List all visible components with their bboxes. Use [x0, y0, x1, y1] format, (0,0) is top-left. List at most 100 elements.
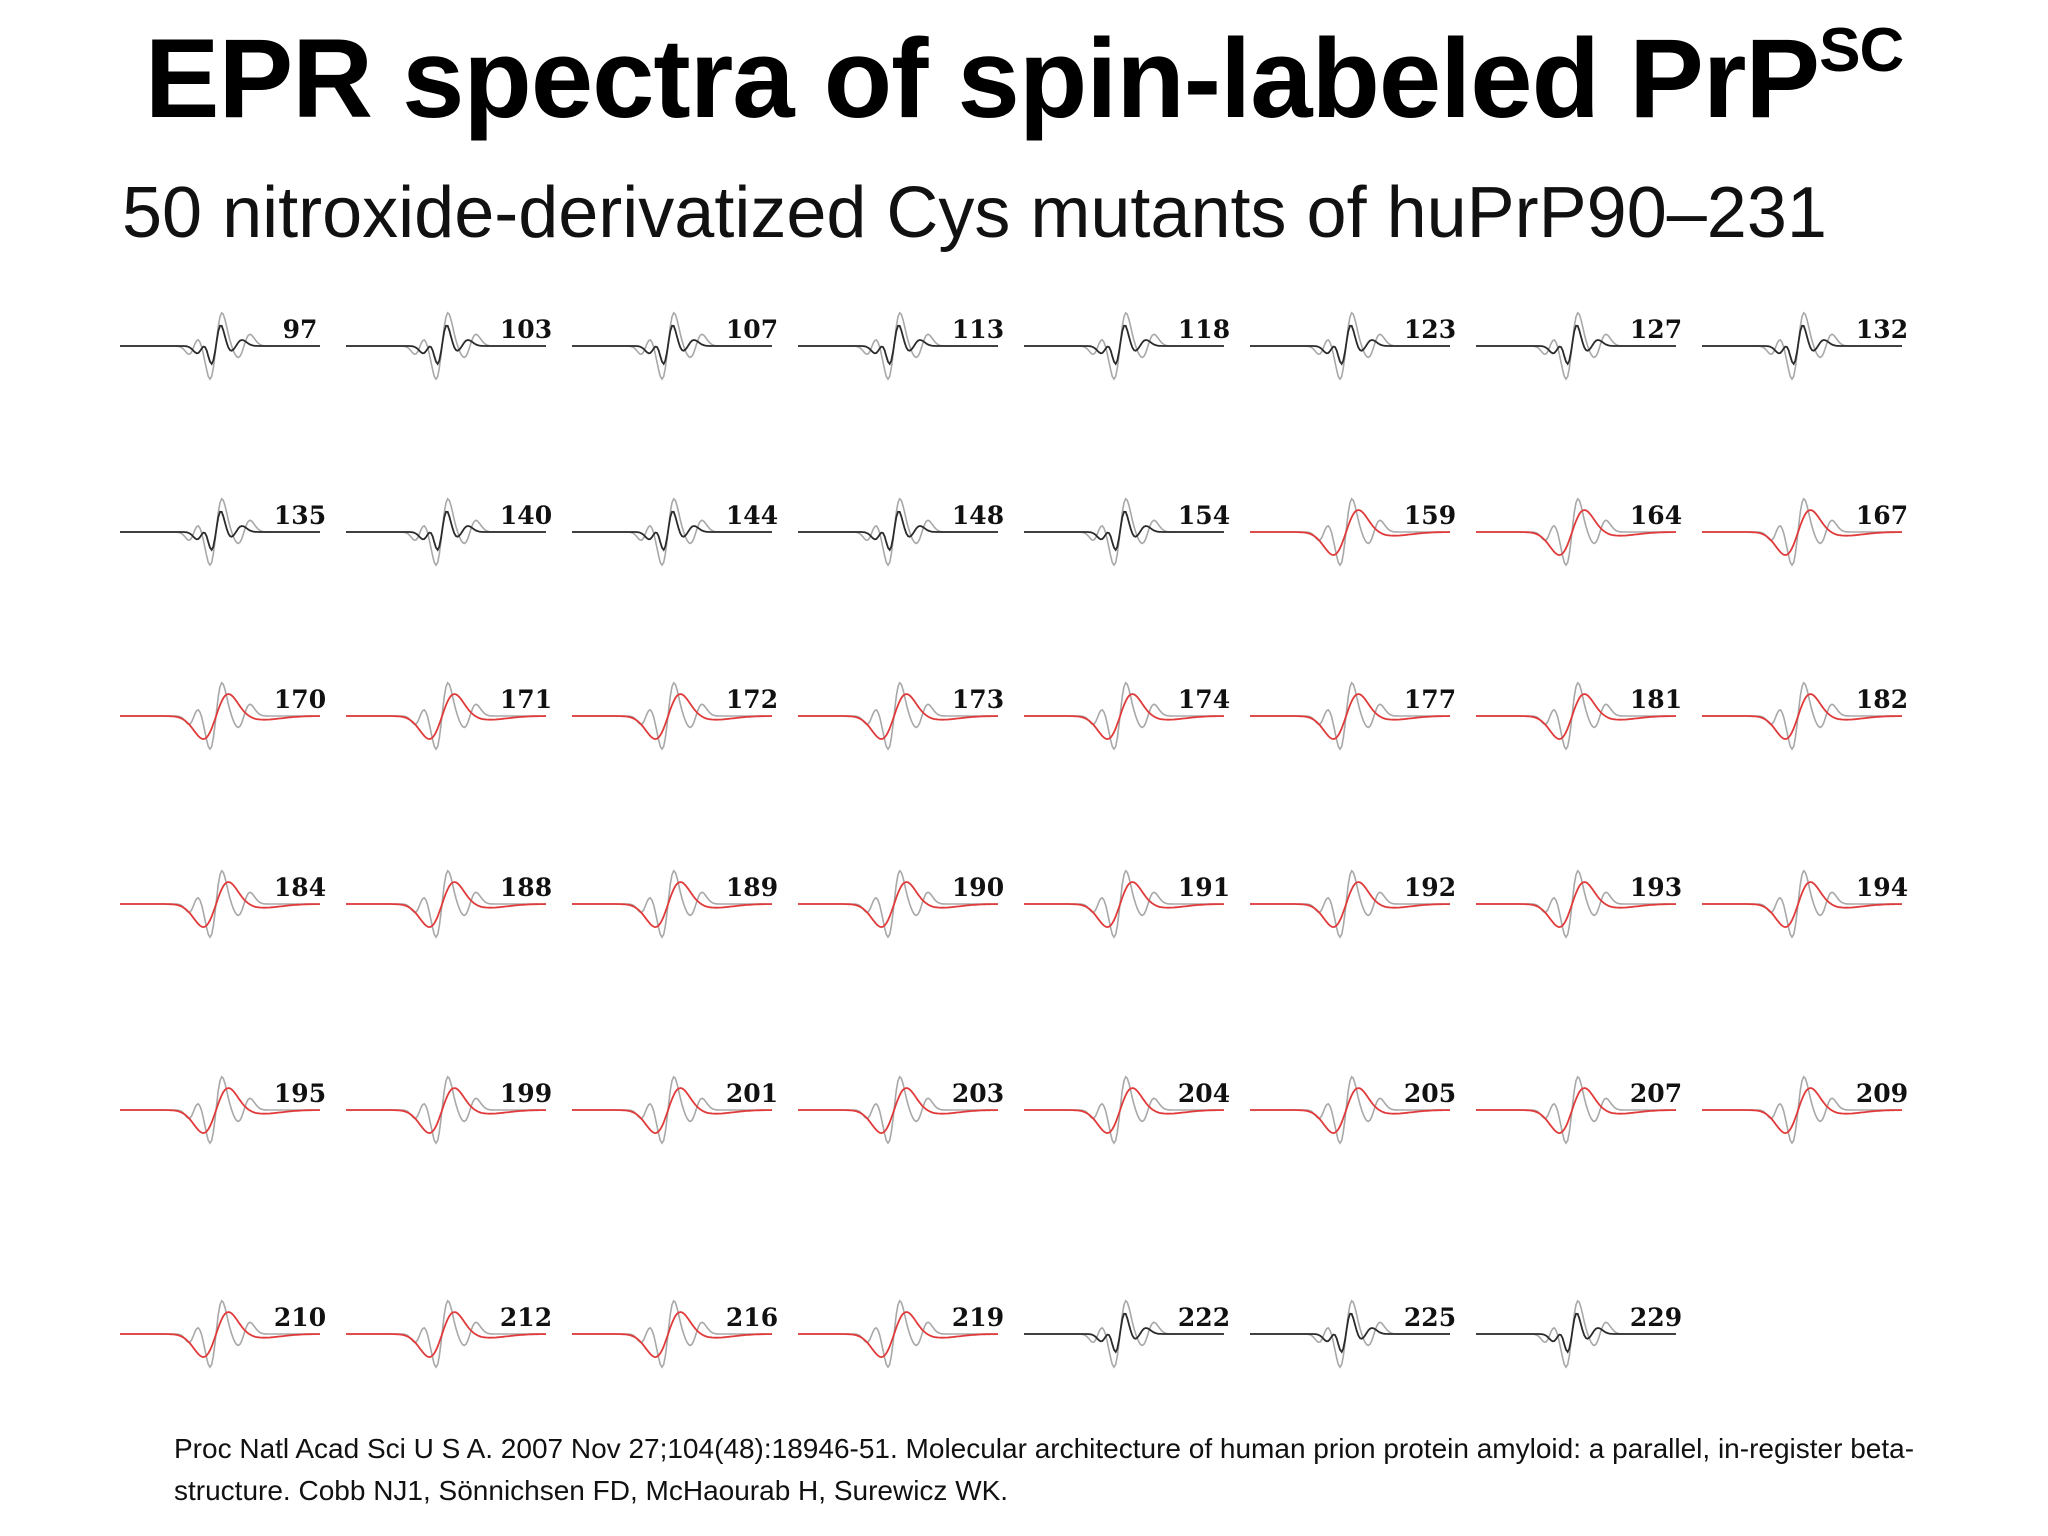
sample-trace	[798, 881, 999, 929]
spectrum-panel: 192	[1250, 869, 1456, 939]
spectrum-label: 159	[1404, 501, 1456, 530]
sample-trace	[1702, 1087, 1903, 1135]
spectrum-panel: 171	[346, 681, 552, 751]
sample-trace	[346, 881, 547, 929]
spectrum-label: 97	[283, 315, 318, 344]
sample-trace	[1476, 509, 1677, 557]
spectrum-panel: 148	[798, 497, 1004, 567]
spectrum-panel: 118	[1024, 311, 1230, 381]
sample-trace	[572, 324, 772, 366]
spectrum-panel: 204	[1024, 1075, 1230, 1145]
spectrum-panel: 182	[1702, 681, 1908, 751]
spectrum-label: 174	[1178, 685, 1230, 714]
spectrum-label: 209	[1856, 1079, 1908, 1108]
spectrum-label: 181	[1630, 685, 1682, 714]
spectrum-panel: 207	[1476, 1075, 1682, 1145]
spectrum-label: 140	[500, 501, 552, 530]
spectrum-panel: 174	[1024, 681, 1230, 751]
spectrum-label: 172	[726, 685, 778, 714]
spectrum-panel: 172	[572, 681, 778, 751]
spectrum-panel: 203	[798, 1075, 1004, 1145]
spectrum-label: 154	[1178, 501, 1230, 530]
spectrum-label: 205	[1404, 1079, 1456, 1108]
spectrum-label: 222	[1178, 1303, 1230, 1332]
spectrum-label: 191	[1178, 873, 1230, 902]
spectrum-panel: 216	[572, 1299, 778, 1369]
spectrum-panel: 190	[798, 869, 1004, 939]
spectrum-panel: 222	[1024, 1299, 1230, 1369]
spectrum-label: 219	[952, 1303, 1004, 1332]
spectrum-label: 171	[500, 685, 552, 714]
spectrum-label: 199	[500, 1079, 552, 1108]
spectrum-panel: 154	[1024, 497, 1230, 567]
title-main: EPR spectra of spin-labeled PrP	[144, 16, 1820, 141]
spectrum-label: 193	[1630, 873, 1682, 902]
spectrum-panel: 195	[120, 1075, 326, 1145]
title-superscript: SC	[1819, 15, 1904, 85]
spectrum-label: 229	[1630, 1303, 1682, 1332]
sample-trace	[798, 510, 998, 552]
sample-trace	[1476, 693, 1677, 741]
spectrum-label: 184	[274, 873, 326, 902]
spectrum-panel: 144	[572, 497, 778, 567]
sample-trace	[798, 693, 999, 741]
sample-trace	[572, 881, 773, 929]
spectrum-panel: 205	[1250, 1075, 1456, 1145]
sample-trace	[1476, 1312, 1676, 1354]
sample-trace	[572, 1087, 773, 1135]
spectrum-panel: 210	[120, 1299, 326, 1369]
spectrum-label: 204	[1178, 1079, 1230, 1108]
spectra-grid: 97 103 107 113 118 123 127 132 135 140 144 148 154 15…	[120, 311, 1908, 1369]
spectrum-panel: 140	[346, 497, 552, 567]
sample-trace	[120, 324, 320, 366]
spectrum-panel: 212	[346, 1299, 552, 1369]
spectrum-label: 192	[1404, 873, 1456, 902]
spectrum-label: 189	[726, 873, 778, 902]
spectrum-label: 144	[726, 501, 778, 530]
spectrum-label: 173	[952, 685, 1004, 714]
sample-trace	[798, 324, 998, 366]
spectrum-panel: 135	[120, 497, 326, 567]
sample-trace	[1702, 881, 1903, 929]
spectrum-label: 107	[726, 315, 778, 344]
spectrum-label: 182	[1856, 685, 1908, 714]
spectrum-label: 203	[952, 1079, 1004, 1108]
spectrum-label: 195	[274, 1079, 326, 1108]
sample-trace	[1250, 693, 1451, 741]
spectrum-label: 135	[274, 501, 326, 530]
spectrum-label: 148	[952, 501, 1004, 530]
spectrum-panel: 189	[572, 869, 778, 939]
spectrum-panel: 219	[798, 1299, 1004, 1369]
sample-trace	[572, 510, 772, 552]
spectrum-panel: 199	[346, 1075, 552, 1145]
spectrum-panel: 123	[1250, 311, 1456, 381]
spectrum-panel: 173	[798, 681, 1004, 751]
sample-trace	[120, 881, 321, 929]
spectrum-panel: 177	[1250, 681, 1456, 751]
spectrum-label: 170	[274, 685, 326, 714]
sample-trace	[1024, 324, 1224, 366]
spectrum-panel: 193	[1476, 869, 1682, 939]
spectrum-label: 207	[1630, 1079, 1682, 1108]
sample-trace	[1250, 1087, 1451, 1135]
spectrum-panel: 103	[346, 311, 552, 381]
sample-trace	[572, 1311, 773, 1359]
sample-trace	[1476, 881, 1677, 929]
spectrum-label: 123	[1404, 315, 1456, 344]
spectrum-panel: 181	[1476, 681, 1682, 751]
spectrum-panel: 164	[1476, 497, 1682, 567]
spectrum-label: 113	[952, 315, 1004, 344]
sample-trace	[798, 1311, 999, 1359]
spectrum-label: 194	[1856, 873, 1908, 902]
spectrum-label: 190	[952, 873, 1004, 902]
spectrum-panel: 201	[572, 1075, 778, 1145]
sample-trace	[1702, 693, 1903, 741]
sample-trace	[1702, 324, 1902, 366]
spectrum-label: 225	[1404, 1303, 1456, 1332]
slide-subtitle: 50 nitroxide-derivatized Cys mutants of …	[122, 173, 1827, 253]
spectrum-label: 201	[726, 1079, 778, 1108]
spectrum-label: 177	[1404, 685, 1456, 714]
sample-trace	[1250, 1312, 1450, 1354]
sample-trace	[1476, 1087, 1677, 1135]
spectrum-label: 212	[500, 1303, 552, 1332]
